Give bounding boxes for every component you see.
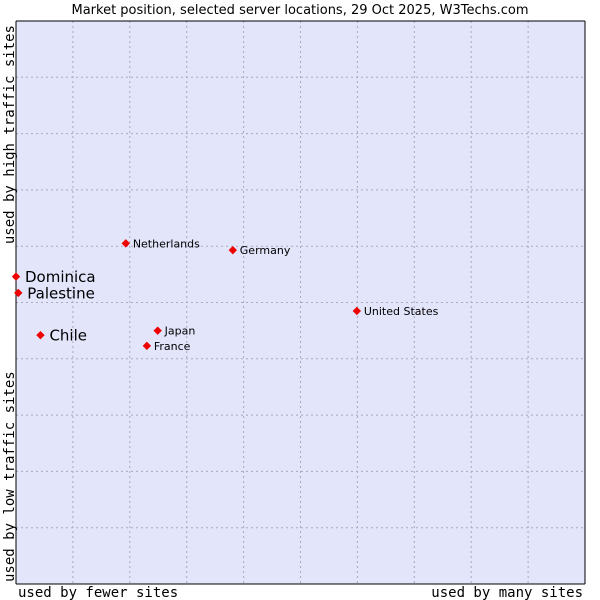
point-marker-france bbox=[142, 341, 152, 351]
point-label-germany: Germany bbox=[240, 244, 291, 257]
point-marker-united-states bbox=[352, 306, 362, 316]
point-marker-chile bbox=[36, 330, 45, 340]
point-marker-japan bbox=[153, 326, 162, 335]
point-label-netherlands: Netherlands bbox=[133, 237, 200, 250]
point-marker-palestine bbox=[14, 288, 23, 298]
point-marker-netherlands bbox=[121, 239, 131, 248]
point-label-japan: Japan bbox=[164, 325, 196, 338]
point-label-france: France bbox=[154, 340, 191, 353]
y-axis-label-bottom: used by low traffic sites bbox=[2, 371, 18, 582]
y-axis-label-top: used by high traffic sites bbox=[2, 25, 18, 244]
point-label-dominica: Dominica bbox=[25, 268, 96, 286]
grid-lines bbox=[16, 21, 585, 584]
point-label-united-states: United States bbox=[364, 305, 439, 318]
chart-title: Market position, selected server locatio… bbox=[71, 3, 528, 18]
point-label-palestine: Palestine bbox=[27, 284, 95, 302]
point-marker-germany bbox=[228, 245, 237, 255]
x-axis-label-left: used by fewer sites bbox=[18, 585, 178, 600]
point-marker-dominica bbox=[11, 272, 21, 281]
point-label-chile: Chile bbox=[49, 327, 87, 345]
x-axis-label-right: used by many sites bbox=[431, 585, 583, 600]
